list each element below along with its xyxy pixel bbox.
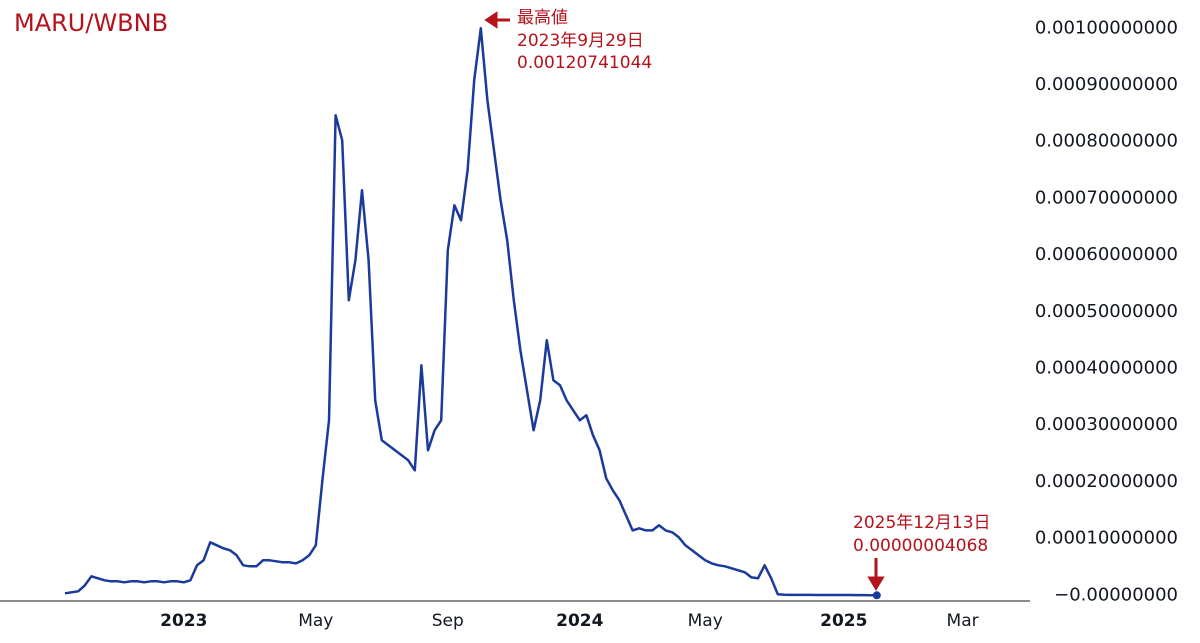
x-tick-label: Sep — [432, 611, 464, 631]
y-tick-label: 0.00090000000 — [1035, 74, 1178, 95]
line — [64, 27, 877, 597]
y-tick-label: 0.00030000000 — [1035, 414, 1178, 435]
annotation-arrow — [867, 558, 885, 591]
annotation: 2023年9月29日 — [517, 31, 644, 51]
x-tick-label: May — [298, 611, 333, 631]
x-tick-label: 2025 — [820, 611, 867, 631]
y-tick-label: 0.00010000000 — [1035, 528, 1178, 549]
x-tick-label: Mar — [947, 611, 979, 631]
x-tick-label: 2023 — [160, 611, 207, 631]
annotation: 0.00120741044 — [517, 53, 652, 73]
x-tick-label: May — [688, 611, 723, 631]
annotation: 2025年12月13日 — [853, 513, 991, 533]
y-tick-label: 0.00050000000 — [1035, 301, 1178, 322]
y-tick-label: 0.00020000000 — [1035, 471, 1178, 492]
annotation-arrow — [484, 11, 510, 29]
last-point — [872, 591, 881, 600]
chart-title: MARU/WBNB — [14, 9, 168, 37]
x-tick-label: 2024 — [556, 611, 603, 631]
y-tick-label: −0.00000000 — [1054, 584, 1178, 605]
y-tick-label: 0.00080000000 — [1035, 131, 1178, 152]
annotation: 最高値 — [517, 8, 568, 28]
annotation: 0.00000004068 — [853, 536, 988, 556]
y-tick-label: 0.00100000000 — [1035, 17, 1178, 38]
y-tick-label: 0.00040000000 — [1035, 358, 1178, 379]
y-tick-label: 0.00060000000 — [1035, 244, 1178, 265]
y-tick-label: 0.00070000000 — [1035, 187, 1178, 208]
